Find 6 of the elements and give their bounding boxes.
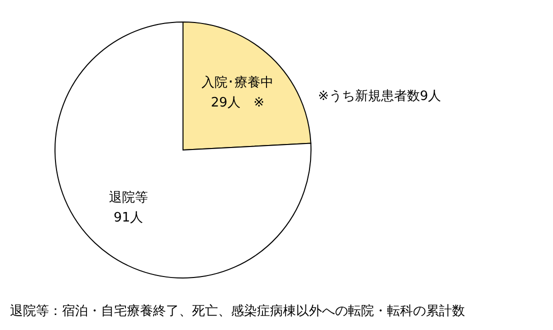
- slice-label: 退院等: [108, 190, 148, 206]
- data-label: 91人: [114, 210, 144, 226]
- data-label: 29人 ※: [210, 95, 264, 110]
- text: ※うち新規患者数9人: [318, 89, 442, 104]
- slice-label: 入院･療養中: [202, 75, 274, 90]
- text: 退院等：宿泊・自宅療養終了、死亡、感染症病棟以外への転院・転科の累計数: [10, 303, 465, 319]
